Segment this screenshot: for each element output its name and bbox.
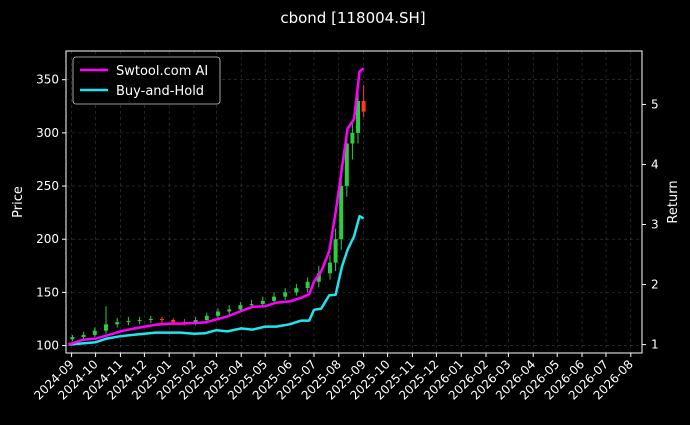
- candle-body: [316, 273, 321, 282]
- candle-body: [204, 315, 209, 321]
- candlestick-layer: [70, 79, 366, 342]
- candle-body: [81, 334, 86, 338]
- candle-body: [294, 288, 299, 293]
- candle-body: [272, 296, 276, 301]
- candle-body: [137, 320, 142, 322]
- y2-tick-label: 4: [651, 157, 659, 171]
- candle-body: [305, 281, 310, 289]
- y-axis-label: Price: [11, 186, 26, 218]
- candle-body: [260, 300, 265, 305]
- candle-body: [350, 132, 355, 144]
- candle-body: [356, 100, 360, 133]
- y-tick-label: 200: [36, 232, 59, 246]
- candle-body: [160, 318, 164, 321]
- y-axis-ticks: 100 150 200 250 300 350: [36, 73, 66, 353]
- candle-body: [92, 330, 97, 335]
- candle-body: [238, 305, 243, 310]
- y2-axis-label: Return: [666, 180, 681, 223]
- candle-body: [148, 318, 153, 321]
- legend-label-strategy: Swtool.com AI: [116, 64, 208, 79]
- y2-tick-label: 5: [651, 97, 659, 111]
- y2-tick-label: 3: [651, 218, 659, 232]
- plot-frame: [65, 50, 643, 354]
- candle-body: [361, 100, 366, 112]
- candle-body: [104, 324, 108, 331]
- y-tick-label: 150: [36, 285, 59, 299]
- candle-body: [283, 292, 288, 297]
- y2-tick-label: 1: [651, 338, 659, 352]
- candle-body: [126, 321, 131, 323]
- candle-body: [344, 143, 349, 187]
- series-lines: [68, 67, 365, 346]
- chart-title: cbond [118004.SH]: [280, 9, 425, 27]
- candle-body: [328, 262, 332, 274]
- legend-box: [72, 56, 221, 105]
- legend-label-buyhold: Buy-and-Hold: [116, 84, 204, 99]
- y-tick-label: 350: [36, 73, 59, 87]
- candle-body: [249, 304, 254, 306]
- candle-body: [171, 320, 176, 323]
- candle-body: [216, 311, 220, 316]
- y2-tick-label: 2: [651, 278, 659, 292]
- candle-body: [115, 322, 120, 325]
- y-tick-label: 100: [36, 339, 59, 353]
- y2-axis-ticks: 1 2 3 4 5: [642, 97, 659, 352]
- candle-body: [227, 309, 232, 312]
- y-tick-label: 300: [36, 126, 59, 140]
- line-buyhold: [68, 214, 365, 346]
- candle-body: [333, 239, 338, 263]
- y-tick-label: 250: [36, 179, 59, 193]
- line-strategy: [68, 67, 365, 346]
- candle-body: [193, 320, 198, 324]
- candle-body: [339, 186, 344, 240]
- legend: Swtool.com AI Buy-and-Hold: [72, 56, 221, 105]
- candle-body: [70, 337, 75, 340]
